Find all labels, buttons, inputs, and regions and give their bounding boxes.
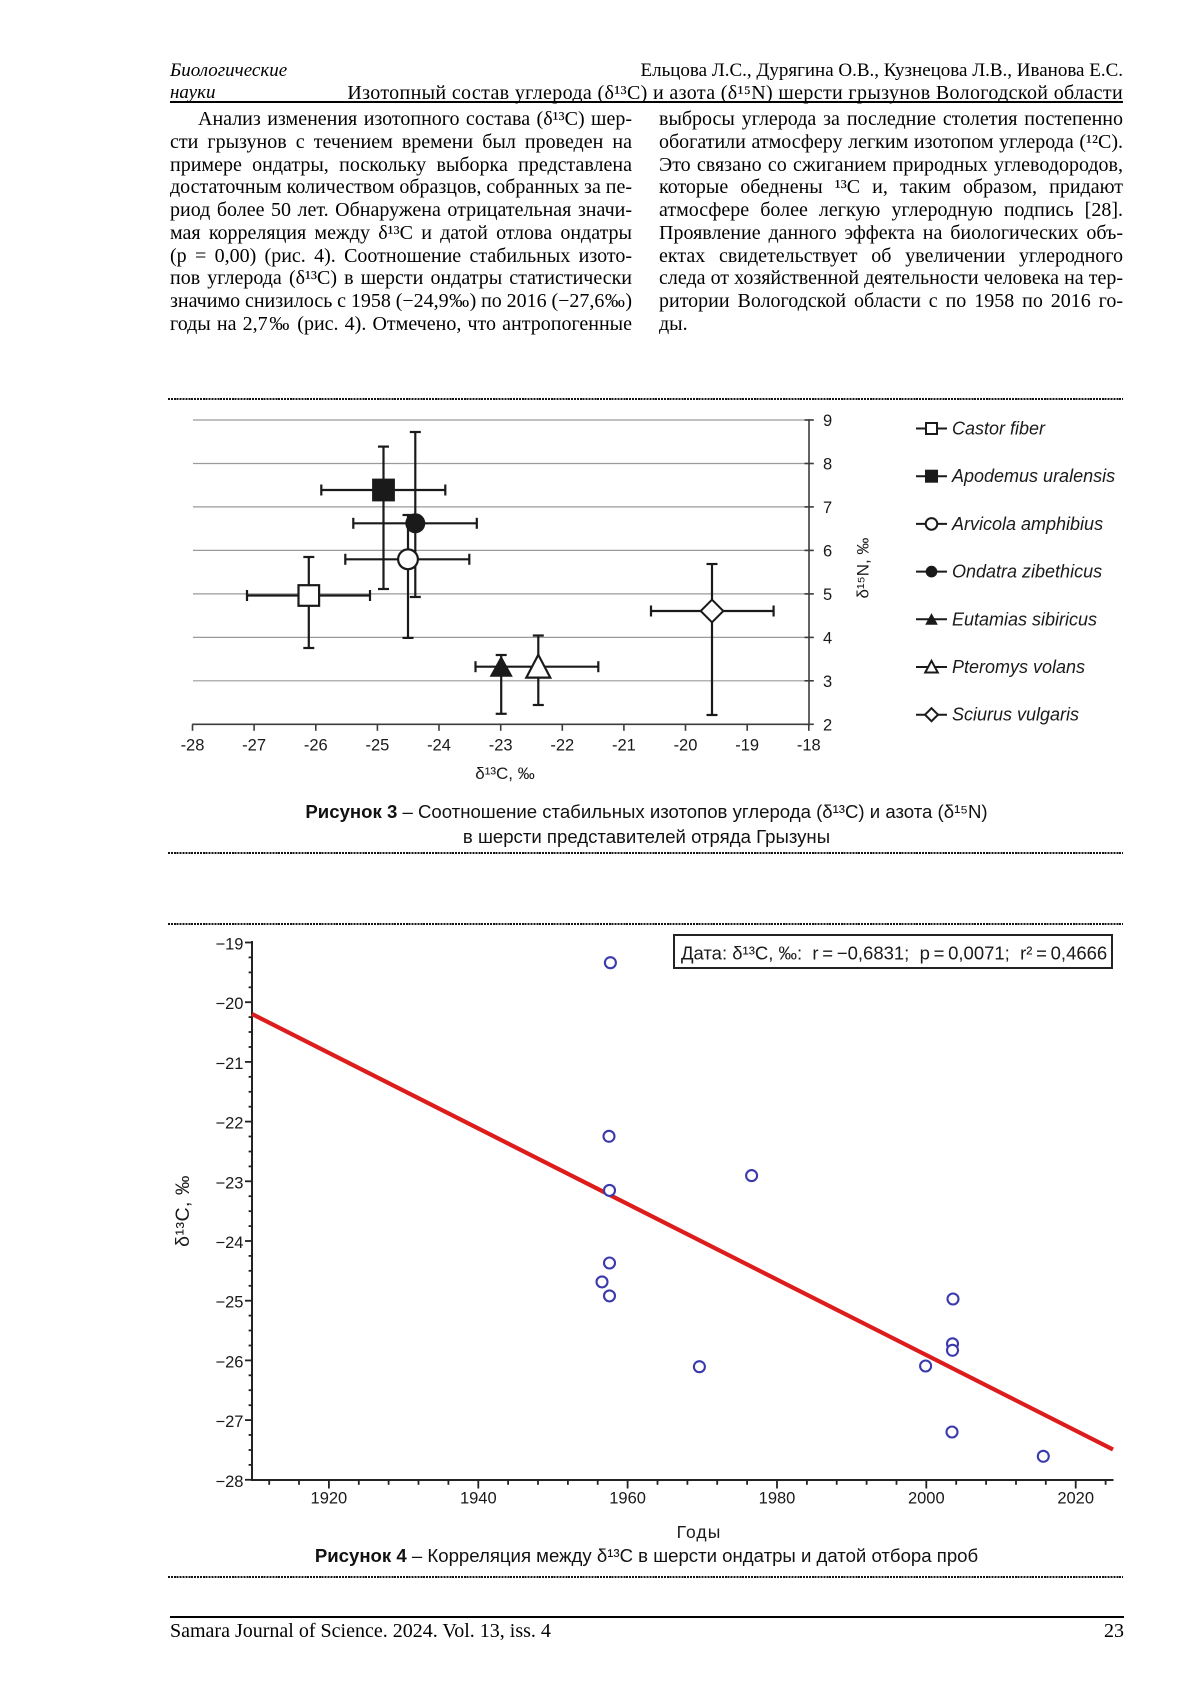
svg-text:−24: −24 (216, 1234, 244, 1252)
svg-text:-24: -24 (427, 737, 451, 755)
svg-text:Sciurus vulgaris: Sciurus vulgaris (952, 705, 1079, 725)
svg-text:-22: -22 (550, 737, 574, 755)
svg-text:δ¹³C, ‰: δ¹³C, ‰ (172, 1175, 194, 1247)
svg-text:-26: -26 (304, 737, 328, 755)
svg-text:2000: 2000 (908, 1490, 945, 1508)
svg-text:-23: -23 (489, 737, 513, 755)
svg-text:-20: -20 (674, 737, 698, 755)
svg-text:9: 9 (823, 412, 832, 430)
svg-text:Castor fiber: Castor fiber (952, 419, 1046, 439)
svg-text:5: 5 (823, 586, 832, 604)
svg-text:−26: −26 (216, 1353, 244, 1371)
svg-text:Pteromys volans: Pteromys volans (952, 657, 1085, 677)
svg-text:-25: -25 (365, 737, 389, 755)
svg-text:Apodemus uralensis: Apodemus uralensis (951, 466, 1115, 486)
svg-text:Eutamias sibiricus: Eutamias sibiricus (952, 609, 1097, 629)
svg-text:7: 7 (823, 499, 832, 517)
svg-text:3: 3 (823, 673, 832, 691)
svg-text:1940: 1940 (460, 1490, 497, 1508)
svg-text:2020: 2020 (1057, 1490, 1094, 1508)
svg-text:δ¹³C, ‰: δ¹³C, ‰ (475, 764, 535, 783)
svg-text:-28: -28 (181, 737, 205, 755)
svg-text:−25: −25 (216, 1294, 244, 1312)
svg-text:−23: −23 (216, 1174, 244, 1192)
svg-text:−21: −21 (216, 1055, 244, 1073)
svg-text:6: 6 (823, 542, 832, 560)
svg-text:4: 4 (823, 629, 832, 647)
svg-text:1980: 1980 (759, 1490, 796, 1508)
svg-text:-18: -18 (797, 737, 821, 755)
svg-text:−19: −19 (216, 936, 244, 954)
svg-text:1960: 1960 (609, 1490, 646, 1508)
svg-text:Arvicola amphibius: Arvicola amphibius (951, 514, 1103, 534)
svg-text:1920: 1920 (311, 1490, 348, 1508)
svg-text:Годы: Годы (677, 1522, 722, 1542)
svg-text:2: 2 (823, 716, 832, 734)
svg-text:−27: −27 (216, 1413, 244, 1431)
svg-text:−28: −28 (216, 1473, 244, 1491)
svg-text:Ondatra zibethicus: Ondatra zibethicus (952, 562, 1102, 582)
svg-text:-19: -19 (735, 737, 759, 755)
svg-text:Дата: δ¹³C, ‰: r = −0,6831;: Дата: δ¹³C, ‰: r = −0,6831; p = 0,0071; … (681, 943, 1107, 964)
svg-text:-27: -27 (242, 737, 266, 755)
svg-text:−20: −20 (216, 995, 244, 1013)
svg-text:−22: −22 (216, 1115, 244, 1133)
svg-text:δ¹⁵N, ‰: δ¹⁵N, ‰ (854, 538, 873, 599)
svg-text:8: 8 (823, 456, 832, 474)
svg-text:-21: -21 (612, 737, 636, 755)
